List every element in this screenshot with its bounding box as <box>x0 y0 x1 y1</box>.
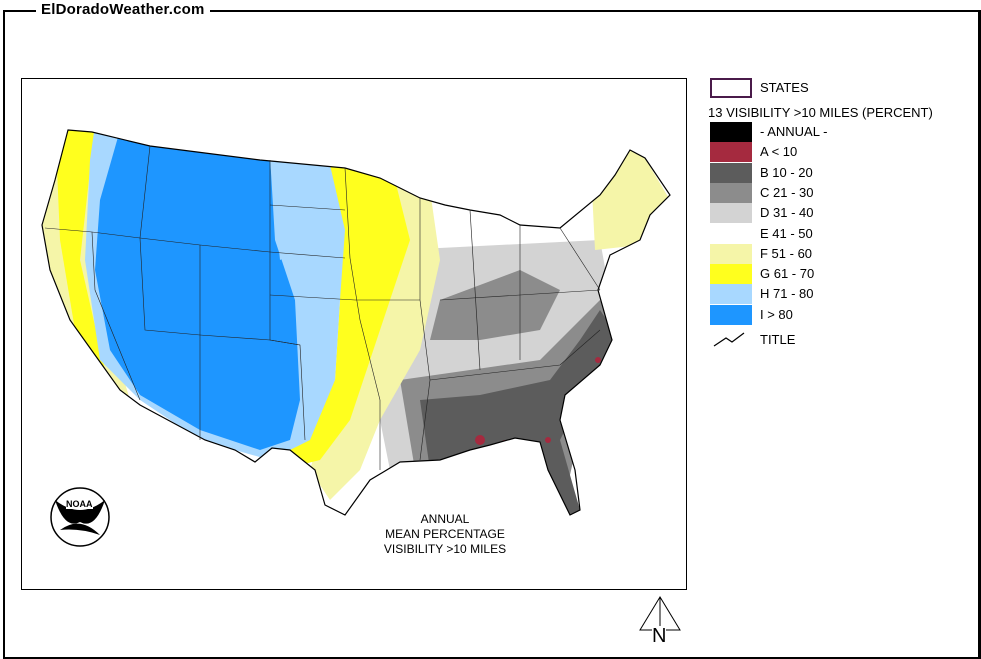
legend-swatch <box>710 142 752 163</box>
outer-frame <box>3 10 981 659</box>
annotation-line-3: VISIBILITY >10 MILES <box>383 542 507 556</box>
noaa-logo-text: NOAA <box>66 499 93 509</box>
legend-swatch <box>710 264 752 285</box>
legend-label: H 71 - 80 <box>760 286 814 302</box>
legend-label: A < 10 <box>760 144 798 160</box>
annotation-line-1: ANNUAL <box>420 512 470 526</box>
site-title: ElDoradoWeather.com <box>36 1 210 18</box>
line-icon <box>713 332 745 347</box>
annotation-line-2: MEAN PERCENTAGE <box>385 527 505 541</box>
legend-swatch <box>710 182 752 203</box>
legend-item: H 71 - 80 <box>708 284 968 305</box>
legend-label: C 21 - 30 <box>760 184 814 200</box>
legend-swatch <box>710 162 752 183</box>
legend-swatch <box>710 243 752 264</box>
legend-label: I > 80 <box>760 306 793 322</box>
map-annotation: ANNUAL MEAN PERCENTAGE VISIBILITY >10 MI… <box>360 512 530 557</box>
legend-swatch <box>710 223 752 244</box>
legend-label: G 61 - 70 <box>760 266 815 282</box>
legend-states: STATES <box>708 78 968 98</box>
legend-swatch <box>710 122 752 142</box>
legend-item: B 10 - 20 <box>708 162 968 183</box>
legend-item: C 21 - 30 <box>708 182 968 203</box>
legend-item: - ANNUAL - <box>708 122 968 142</box>
legend-label: F 51 - 60 <box>760 245 813 261</box>
visibility-zones <box>42 130 670 515</box>
legend-title: TITLE <box>708 330 968 350</box>
states-label: STATES <box>760 80 809 95</box>
legend-item: F 51 - 60 <box>708 243 968 264</box>
legend-label: D 31 - 40 <box>760 205 814 221</box>
legend-heading: 13 VISIBILITY >10 MILES (PERCENT) <box>708 105 933 120</box>
legend-item: D 31 - 40 <box>708 203 968 224</box>
north-label: N <box>652 625 667 647</box>
legend-item: A < 10 <box>708 142 968 163</box>
legend-label: B 10 - 20 <box>760 164 813 180</box>
title-label: TITLE <box>760 332 796 347</box>
legend-item: G 61 - 70 <box>708 264 968 285</box>
legend-swatch <box>710 203 752 224</box>
states-swatch <box>710 78 752 98</box>
state-borders <box>44 145 601 470</box>
legend-label: - ANNUAL - <box>760 124 828 139</box>
legend-item: I > 80 <box>708 304 968 325</box>
legend-swatch <box>710 284 752 305</box>
legend-swatch <box>710 304 752 325</box>
legend-item: E 41 - 50 <box>708 223 968 244</box>
map-frame <box>21 78 687 590</box>
legend-label: E 41 - 50 <box>760 225 813 241</box>
